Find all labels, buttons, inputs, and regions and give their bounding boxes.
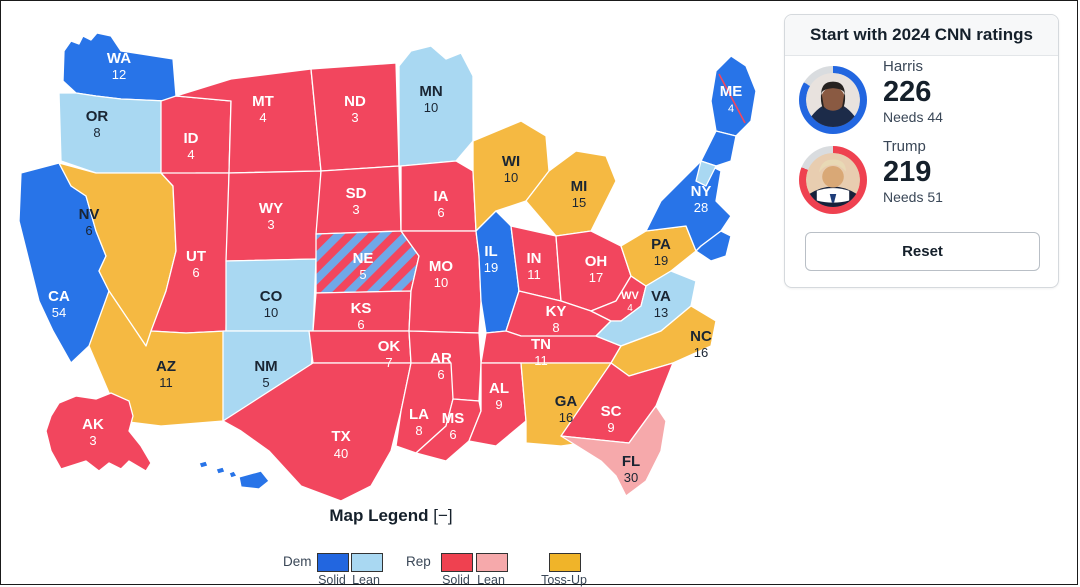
- svg-text:ME: ME: [720, 83, 743, 100]
- svg-text:MO: MO: [429, 258, 453, 275]
- svg-text:GA: GA: [555, 393, 578, 410]
- svg-text:6: 6: [449, 427, 456, 442]
- svg-text:11: 11: [527, 267, 541, 282]
- svg-text:5: 5: [359, 267, 366, 282]
- svg-text:FL: FL: [622, 453, 640, 470]
- svg-text:NM: NM: [254, 358, 277, 375]
- svg-text:3: 3: [351, 110, 358, 125]
- svg-text:17: 17: [589, 270, 603, 285]
- svg-text:6: 6: [192, 265, 199, 280]
- svg-text:10: 10: [264, 305, 278, 320]
- svg-text:LA: LA: [409, 406, 429, 423]
- svg-text:19: 19: [484, 260, 498, 275]
- svg-text:12: 12: [112, 67, 126, 82]
- svg-text:WI: WI: [502, 153, 520, 170]
- svg-text:6: 6: [357, 317, 364, 332]
- svg-text:11: 11: [159, 375, 173, 390]
- svg-text:7: 7: [385, 355, 392, 370]
- svg-text:5: 5: [262, 375, 269, 390]
- svg-text:30: 30: [624, 470, 638, 485]
- svg-text:10: 10: [504, 170, 518, 185]
- svg-text:OK: OK: [378, 338, 401, 355]
- svg-text:WV: WV: [621, 290, 639, 302]
- svg-text:3: 3: [267, 217, 274, 232]
- svg-text:6: 6: [85, 223, 92, 238]
- svg-text:TN: TN: [531, 336, 551, 353]
- svg-text:MT: MT: [252, 93, 274, 110]
- svg-text:NY: NY: [691, 183, 712, 200]
- svg-text:4: 4: [187, 147, 194, 162]
- svg-text:11: 11: [534, 353, 548, 368]
- svg-text:PA: PA: [651, 236, 671, 253]
- svg-text:16: 16: [559, 410, 573, 425]
- svg-text:8: 8: [415, 423, 422, 438]
- svg-text:54: 54: [52, 305, 66, 320]
- svg-text:9: 9: [607, 420, 614, 435]
- svg-text:CA: CA: [48, 288, 70, 305]
- svg-text:ID: ID: [184, 130, 199, 147]
- svg-text:15: 15: [572, 195, 586, 210]
- svg-text:13: 13: [654, 305, 668, 320]
- svg-text:3: 3: [89, 433, 96, 448]
- svg-text:3: 3: [352, 202, 359, 217]
- svg-text:10: 10: [424, 100, 438, 115]
- svg-text:VA: VA: [651, 288, 671, 305]
- svg-text:9: 9: [495, 397, 502, 412]
- svg-text:16: 16: [694, 345, 708, 360]
- svg-text:ND: ND: [344, 93, 366, 110]
- svg-text:4: 4: [728, 103, 734, 115]
- svg-text:SC: SC: [601, 403, 622, 420]
- svg-text:8: 8: [552, 320, 559, 335]
- svg-text:AZ: AZ: [156, 358, 176, 375]
- svg-text:IA: IA: [434, 188, 449, 205]
- svg-text:KS: KS: [351, 300, 372, 317]
- svg-text:MI: MI: [571, 178, 588, 195]
- svg-text:10: 10: [434, 275, 448, 290]
- svg-text:MN: MN: [419, 83, 442, 100]
- svg-text:IN: IN: [527, 250, 542, 267]
- svg-text:AK: AK: [82, 416, 104, 433]
- svg-text:4: 4: [627, 303, 633, 314]
- svg-text:28: 28: [694, 200, 708, 215]
- svg-text:KY: KY: [546, 303, 567, 320]
- svg-text:IL: IL: [484, 243, 497, 260]
- svg-text:MS: MS: [442, 410, 465, 427]
- svg-text:OH: OH: [585, 253, 608, 270]
- svg-text:UT: UT: [186, 248, 206, 265]
- svg-text:6: 6: [437, 367, 444, 382]
- svg-text:8: 8: [93, 125, 100, 140]
- svg-text:AR: AR: [430, 350, 452, 367]
- svg-text:6: 6: [437, 205, 444, 220]
- svg-text:AL: AL: [489, 380, 509, 397]
- svg-text:4: 4: [259, 110, 266, 125]
- svg-text:NE: NE: [353, 250, 374, 267]
- svg-text:OR: OR: [86, 108, 109, 125]
- svg-text:CO: CO: [260, 288, 283, 305]
- svg-text:40: 40: [334, 446, 348, 461]
- svg-text:NC: NC: [690, 328, 712, 345]
- svg-text:WY: WY: [259, 200, 283, 217]
- svg-text:SD: SD: [346, 185, 367, 202]
- svg-text:TX: TX: [331, 428, 350, 445]
- svg-text:NV: NV: [79, 206, 100, 223]
- svg-text:WA: WA: [107, 50, 131, 67]
- svg-text:19: 19: [654, 253, 668, 268]
